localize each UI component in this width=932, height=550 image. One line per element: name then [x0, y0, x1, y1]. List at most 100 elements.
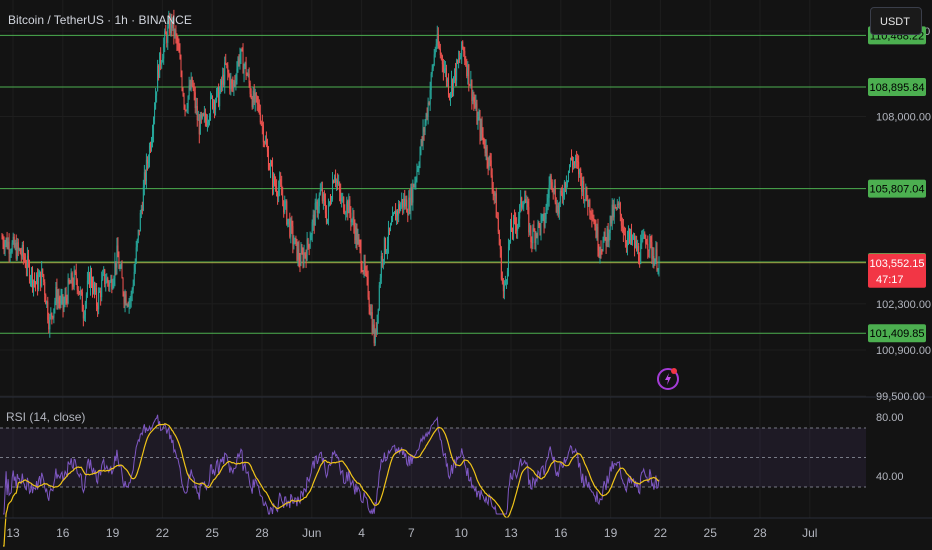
candle-body: [146, 159, 148, 164]
candle-body: [446, 79, 448, 82]
candle-body: [529, 225, 531, 233]
candle-body: [573, 162, 575, 166]
candle-body: [70, 273, 72, 284]
candle-body: [456, 60, 458, 81]
candle-body: [416, 170, 418, 179]
candle-body: [33, 280, 35, 288]
candle-body: [296, 239, 298, 260]
candle-body: [212, 96, 214, 108]
candle-body: [378, 285, 380, 309]
candle-body: [500, 249, 502, 279]
candle-body: [632, 237, 634, 241]
candle-body: [166, 34, 168, 43]
candle-body: [102, 273, 104, 281]
candle-body: [243, 66, 245, 74]
candle-body: [548, 184, 550, 198]
candle-body: [373, 324, 375, 344]
candle-body: [106, 278, 108, 283]
candle-body: [282, 195, 284, 201]
candle-body: [121, 266, 123, 279]
candle-body: [572, 159, 574, 166]
candle-body: [466, 64, 468, 77]
candle-body: [344, 212, 346, 214]
price-axis[interactable]: 99,500.00 100,900.00 102,300.00 108,000.00 1…: [868, 26, 931, 403]
candle-body: [415, 178, 417, 182]
candle-body: [169, 19, 171, 34]
candle-body: [73, 271, 75, 287]
candle-body: [58, 297, 60, 301]
candle-body: [349, 199, 351, 213]
candle-body: [253, 90, 255, 103]
rsi-pane[interactable]: 80.00 40.00: [0, 412, 904, 547]
candle-body: [241, 48, 243, 51]
candle-body: [113, 278, 115, 285]
candle-body: [28, 262, 30, 281]
candle-body: [216, 89, 218, 102]
candle-body: [621, 225, 623, 229]
candle-body: [426, 113, 428, 118]
candle-body: [340, 192, 342, 202]
candle-body: [160, 52, 162, 65]
candle-body: [343, 197, 345, 213]
candle-body: [312, 214, 314, 223]
candle-body: [440, 54, 442, 57]
candle-body: [558, 202, 560, 214]
candle-body: [23, 256, 25, 261]
candle-body: [457, 60, 459, 63]
candle-body: [8, 241, 10, 254]
candle-body: [530, 225, 532, 243]
candle-body: [123, 293, 125, 304]
candle-body: [63, 302, 65, 309]
candle-body: [89, 271, 91, 287]
candle-body: [541, 215, 543, 219]
candle-body: [3, 244, 5, 249]
time-axis[interactable]: 13 16 19 22 25 28 Jun 4 7 10 13 16 19 22 25 28 Jul: [0, 517, 932, 540]
level-label: 105,807.04: [869, 184, 924, 196]
rsi-legend[interactable]: RSI (14, close): [6, 410, 86, 424]
candle-body: [607, 228, 609, 242]
candle-body: [637, 246, 639, 251]
candle-body: [483, 137, 485, 148]
candle-body: [494, 193, 496, 196]
lightning-alert-icon[interactable]: [657, 368, 679, 390]
currency-button[interactable]: USDT: [870, 7, 922, 35]
candle-body: [380, 256, 382, 278]
candle-body: [95, 288, 97, 292]
candle-body: [347, 201, 349, 214]
candle-body: [252, 90, 254, 108]
candle-body: [335, 177, 337, 183]
candle-body: [489, 155, 491, 161]
candle-body: [36, 274, 38, 285]
candle-body: [110, 279, 112, 283]
candle-body: [44, 281, 46, 295]
candle-body: [122, 278, 124, 294]
candle-body: [443, 69, 445, 72]
candle-body: [605, 237, 607, 246]
candle-body: [290, 220, 292, 237]
price-tick-label: 100,900.00: [876, 345, 931, 357]
candle-body: [182, 88, 184, 96]
candle-body: [465, 60, 467, 65]
time-tick-label: 13: [6, 526, 20, 540]
candle-body: [45, 294, 47, 305]
candle-body: [144, 172, 146, 182]
horizontal-levels[interactable]: [0, 34, 866, 334]
level-label: 108,895.84: [869, 82, 924, 94]
candle-body: [68, 279, 70, 283]
candle-body: [53, 308, 55, 318]
candle-body: [578, 161, 580, 175]
candle-body: [149, 145, 151, 150]
candle-body: [41, 268, 43, 287]
candle-body: [133, 271, 135, 286]
candle-body: [583, 181, 585, 201]
candle-body: [631, 230, 633, 241]
candle-body: [427, 102, 429, 118]
candle-body: [199, 114, 201, 135]
candle-body: [244, 62, 246, 67]
candle-body: [405, 199, 407, 207]
candle-body: [66, 298, 68, 303]
candle-body: [568, 166, 570, 171]
candle-body: [639, 261, 641, 264]
candle-body: [180, 58, 182, 74]
